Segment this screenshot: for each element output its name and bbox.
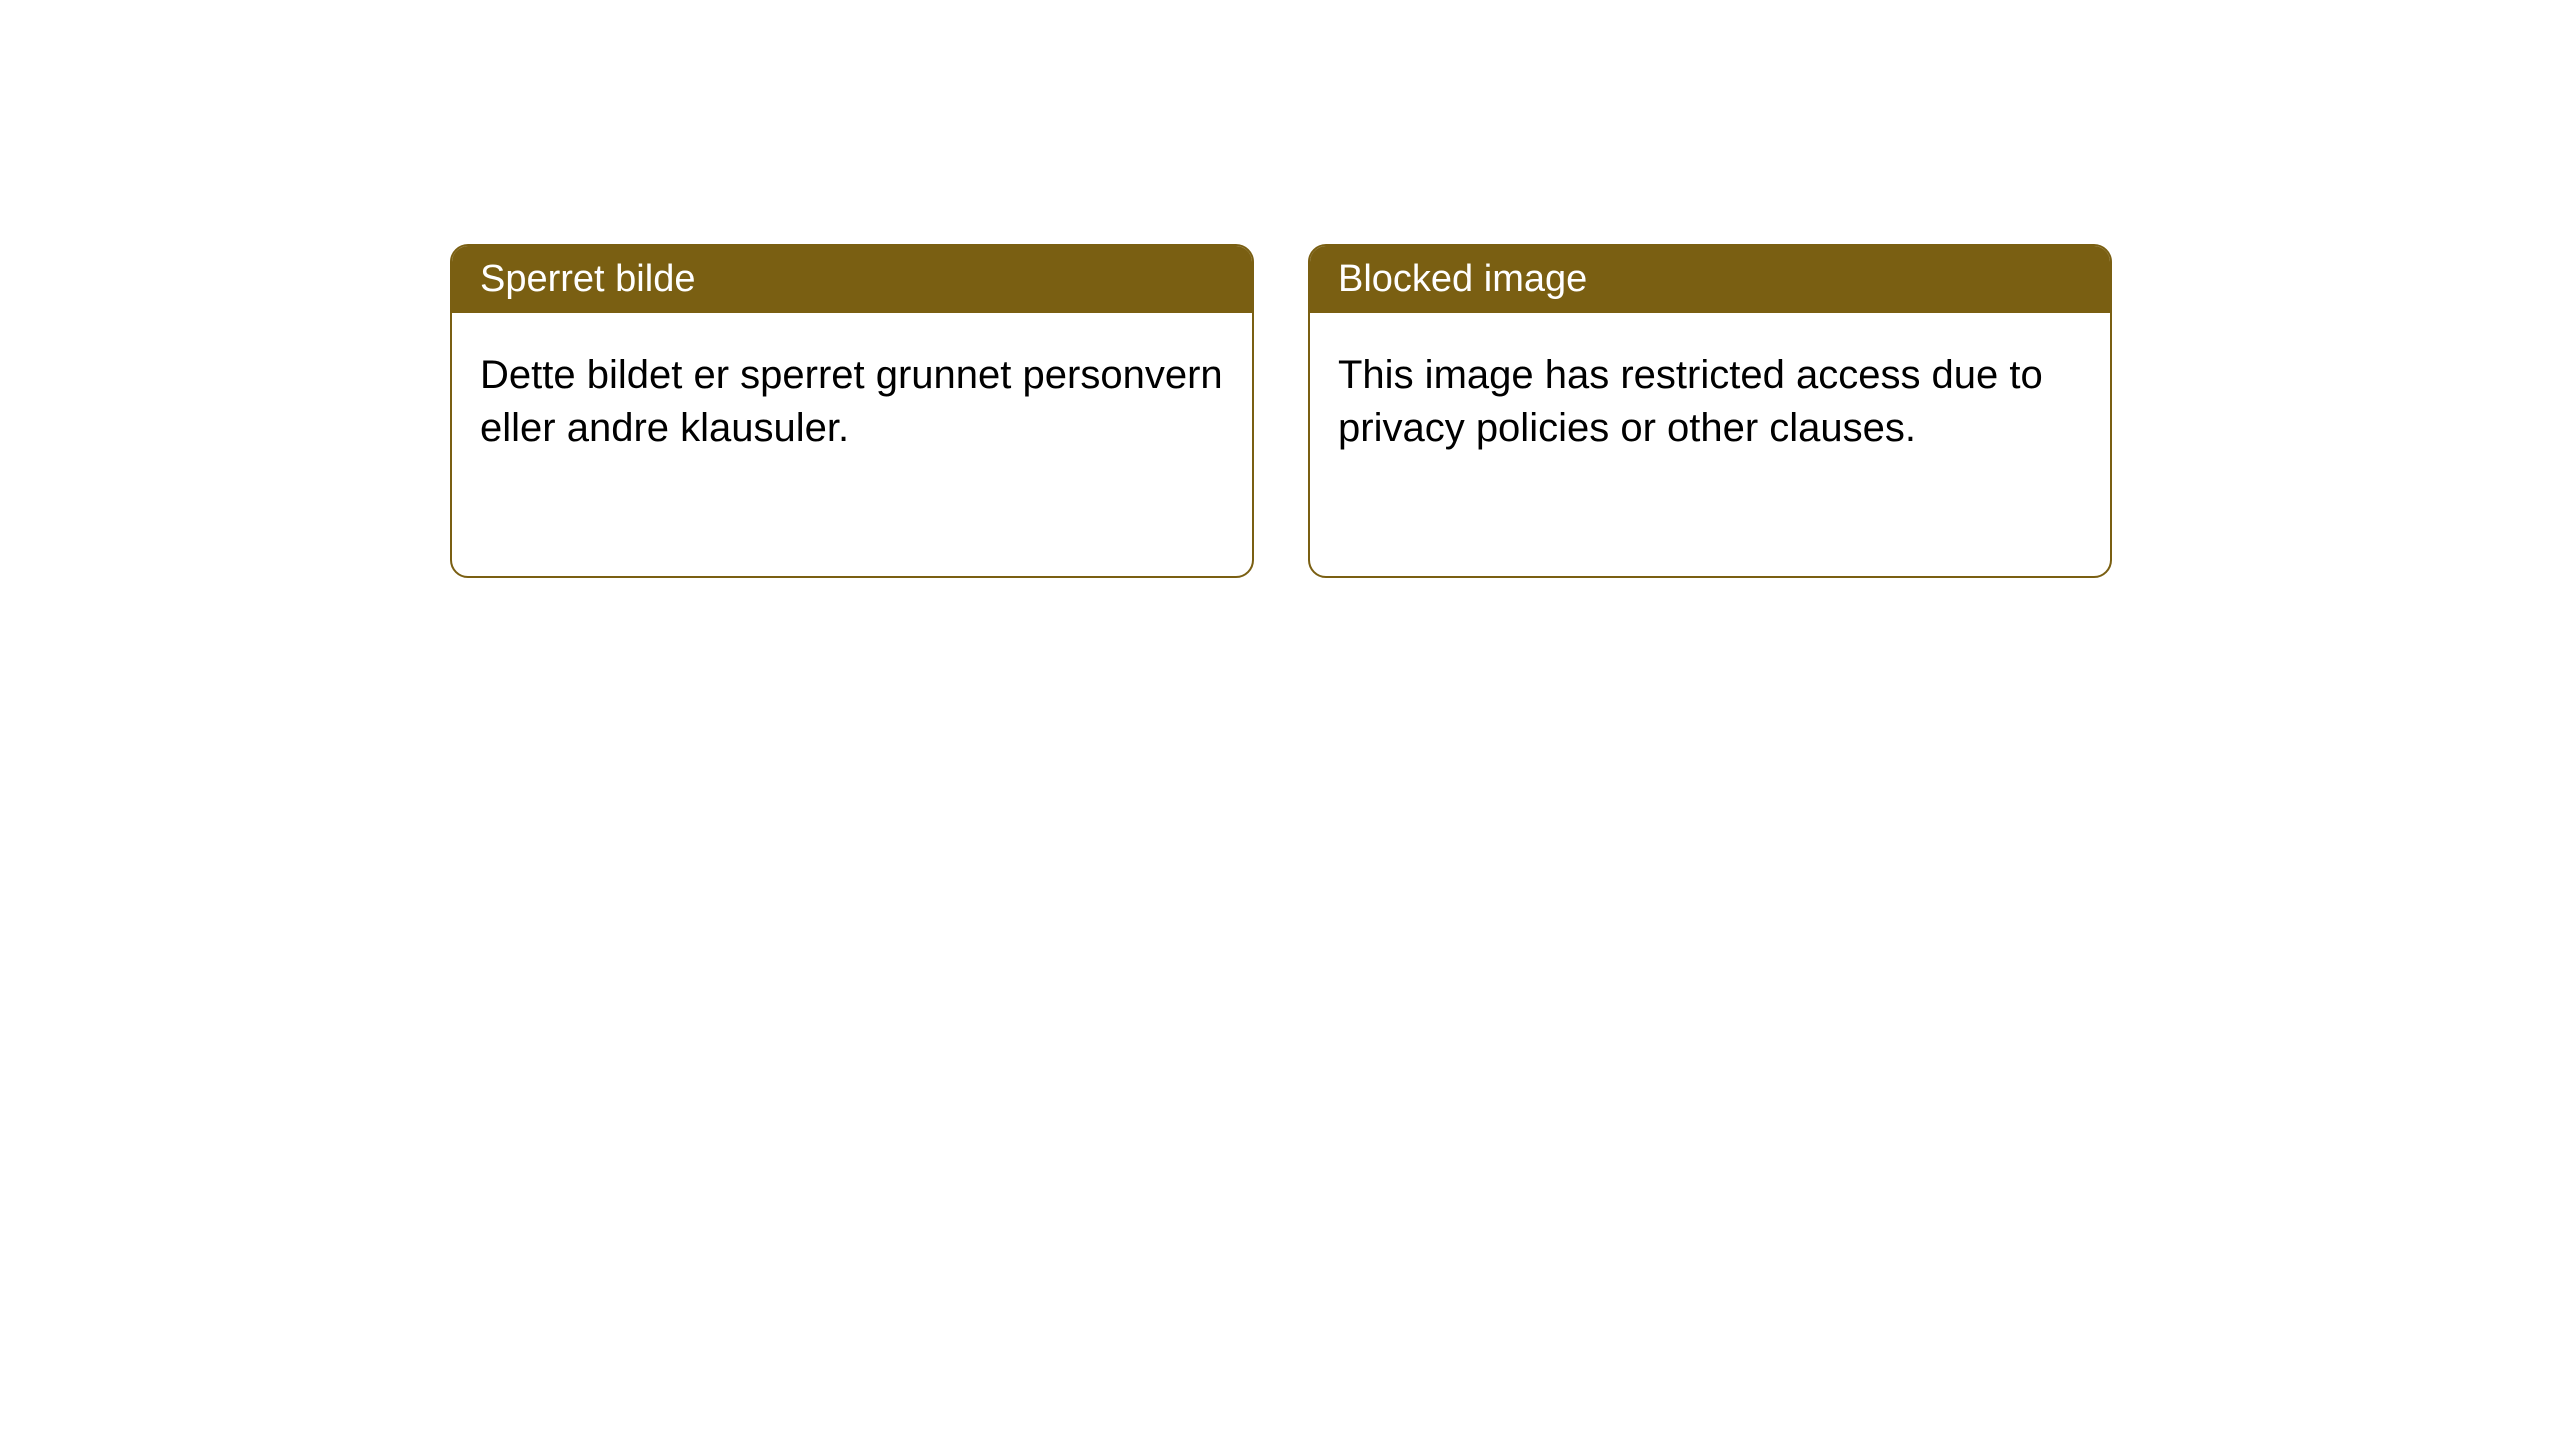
notice-title-english: Blocked image (1310, 246, 2110, 313)
notice-body-norwegian: Dette bildet er sperret grunnet personve… (452, 313, 1252, 491)
notice-body-english: This image has restricted access due to … (1310, 313, 2110, 491)
notice-title-norwegian: Sperret bilde (452, 246, 1252, 313)
notice-box-norwegian: Sperret bilde Dette bildet er sperret gr… (450, 244, 1254, 578)
notice-container: Sperret bilde Dette bildet er sperret gr… (0, 0, 2560, 578)
notice-box-english: Blocked image This image has restricted … (1308, 244, 2112, 578)
